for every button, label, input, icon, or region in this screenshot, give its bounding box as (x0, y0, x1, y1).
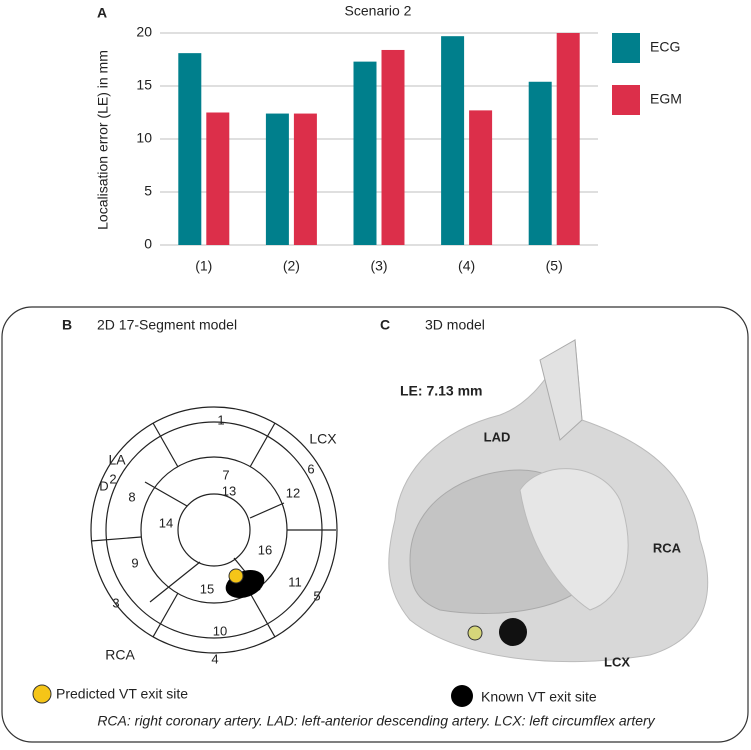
segment-label: 4 (211, 651, 218, 666)
y-tick-label: 5 (144, 183, 152, 199)
y-tick-label: 15 (136, 77, 152, 93)
legend-swatch (612, 33, 640, 63)
predicted-site (467, 625, 483, 641)
segment-label: 16 (258, 542, 272, 557)
caption: RCA: right coronary artery. LAD: left-an… (97, 713, 655, 729)
segment-label: 9 (131, 555, 138, 570)
segment-label: 2 (109, 471, 116, 486)
bar (556, 33, 580, 245)
artery-label: RCA (653, 540, 682, 555)
x-tick-label: (3) (370, 258, 387, 274)
known-site (499, 618, 527, 646)
bar (178, 53, 202, 245)
bar (528, 81, 552, 245)
legend-swatch (612, 85, 640, 115)
legend-label: EGM (650, 91, 682, 107)
segment-label: 11 (288, 574, 302, 589)
legend-label: Predicted VT exit site (56, 686, 188, 702)
artery-label: LCX (604, 654, 630, 669)
legend-label: ECG (650, 39, 680, 55)
legend-swatch (32, 684, 52, 704)
segment-label: 7 (222, 467, 229, 482)
panel-label: C (380, 317, 390, 333)
bar (206, 112, 230, 245)
chart-title: Scenario 2 (345, 3, 412, 19)
marker-label: LCX (309, 431, 337, 447)
predicted-site (228, 568, 244, 584)
bar (353, 61, 377, 246)
panel-title: 2D 17-Segment model (97, 317, 237, 333)
bar (441, 36, 465, 246)
y-tick-label: 20 (136, 24, 152, 40)
segment-label: 15 (200, 581, 214, 596)
panel-label: A (97, 5, 107, 21)
panel-label: B (62, 317, 72, 333)
panel-frame (1, 306, 749, 743)
y-tick-label: 10 (136, 130, 152, 146)
marker-label: RCA (105, 647, 135, 663)
segment-label: 13 (222, 483, 236, 498)
bar (381, 49, 405, 246)
x-tick-label: (2) (283, 258, 300, 274)
segment-label: 1 (217, 412, 224, 427)
bar (469, 110, 493, 245)
panel-title: 3D model (425, 317, 485, 333)
segment-label: 8 (128, 489, 135, 504)
legend-swatch (451, 685, 473, 707)
artery-label: LAD (484, 429, 511, 444)
x-tick-label: (4) (458, 258, 475, 274)
segment-label: 6 (307, 461, 314, 476)
segment-label: 5 (313, 588, 320, 603)
heart-model (388, 338, 709, 663)
bar (265, 113, 289, 245)
bar (293, 113, 317, 245)
segment-label: 3 (112, 595, 119, 610)
x-tick-label: (1) (195, 258, 212, 274)
segment-label: 10 (213, 623, 227, 638)
segment-label: 14 (159, 515, 173, 530)
y-axis-label: Localisation error (LE) in mm (95, 50, 111, 230)
segment-label: 12 (286, 485, 300, 500)
y-tick-label: 0 (144, 236, 152, 252)
error-label: LE: 7.13 mm (400, 383, 482, 399)
marker-label: LA (108, 452, 126, 468)
known-site (225, 569, 265, 599)
x-tick-label: (5) (546, 258, 563, 274)
marker-label: D (99, 478, 108, 493)
legend-label: Known VT exit site (481, 689, 597, 705)
bullseye (90, 406, 338, 654)
